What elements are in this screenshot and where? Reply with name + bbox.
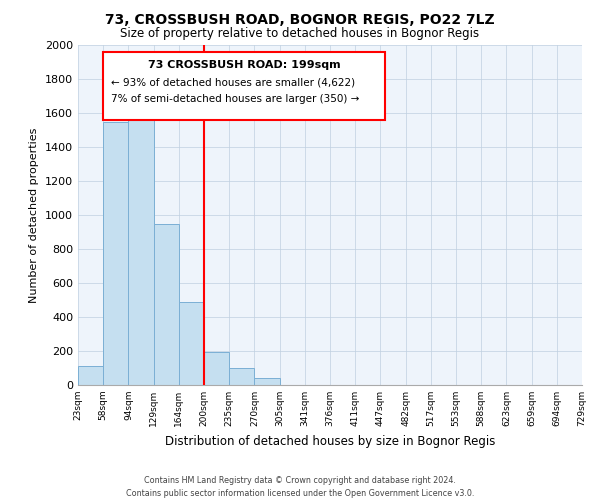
Bar: [254, 378, 280, 385]
Text: Contains HM Land Registry data © Crown copyright and database right 2024.
Contai: Contains HM Land Registry data © Crown c…: [126, 476, 474, 498]
Bar: [229, 368, 254, 385]
Text: 73 CROSSBUSH ROAD: 199sqm: 73 CROSSBUSH ROAD: 199sqm: [148, 60, 341, 70]
Bar: [204, 352, 229, 385]
FancyBboxPatch shape: [103, 52, 385, 120]
Text: Size of property relative to detached houses in Bognor Regis: Size of property relative to detached ho…: [121, 28, 479, 40]
Bar: [154, 224, 179, 385]
Bar: [179, 302, 204, 385]
Text: 73, CROSSBUSH ROAD, BOGNOR REGIS, PO22 7LZ: 73, CROSSBUSH ROAD, BOGNOR REGIS, PO22 7…: [105, 12, 495, 26]
Text: ← 93% of detached houses are smaller (4,622): ← 93% of detached houses are smaller (4,…: [111, 78, 355, 88]
Bar: [103, 122, 128, 385]
Bar: [128, 119, 154, 385]
Bar: [78, 366, 103, 385]
X-axis label: Distribution of detached houses by size in Bognor Regis: Distribution of detached houses by size …: [165, 434, 495, 448]
Y-axis label: Number of detached properties: Number of detached properties: [29, 128, 40, 302]
Text: 7% of semi-detached houses are larger (350) →: 7% of semi-detached houses are larger (3…: [111, 94, 359, 104]
